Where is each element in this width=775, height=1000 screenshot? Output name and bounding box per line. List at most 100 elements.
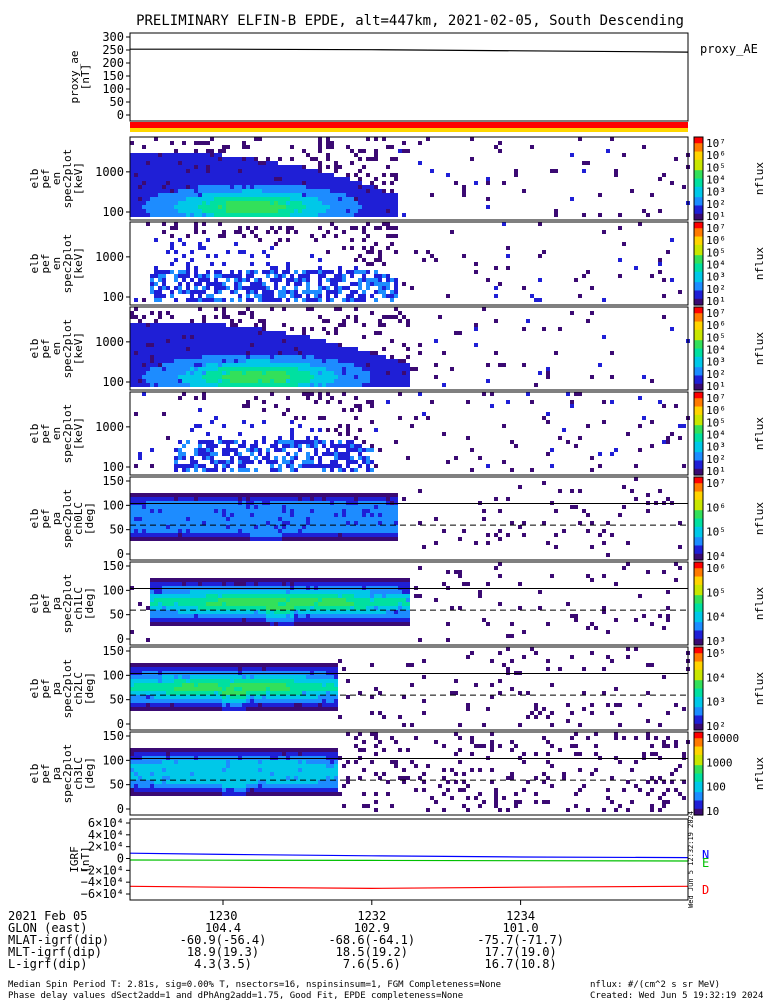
spectrogram-cell: [386, 582, 390, 586]
spectrogram-cell: [194, 201, 198, 205]
spectrogram-cell: [254, 323, 258, 327]
spectrogram-cell: [286, 598, 290, 602]
spectrogram-cell: [130, 521, 134, 525]
spectrogram-cell: [182, 197, 186, 201]
spectrogram-cell: [130, 189, 134, 193]
spectrogram-cell: [382, 618, 386, 622]
spectrogram-cell: [358, 529, 362, 533]
y-axis-label: spec2plot: [61, 149, 74, 209]
spectrogram-cell: [238, 375, 242, 379]
spectrogram-cell: [346, 189, 350, 193]
spectrogram-cell: [330, 278, 334, 282]
spectrogram-cell: [142, 359, 146, 363]
spectrogram-cell: [270, 367, 274, 371]
spectrogram-cell: [134, 315, 138, 319]
spectrogram-cell: [290, 602, 294, 606]
spectrogram-cell: [262, 400, 266, 404]
spectrogram-cell: [282, 347, 286, 351]
spectrogram-cell: [318, 226, 322, 230]
spectrogram-cell: [286, 197, 290, 201]
spectrogram-cell: [378, 254, 382, 258]
spectrogram-cell: [246, 197, 250, 201]
spectrogram-cell: [422, 258, 426, 262]
spectrogram-cell: [194, 497, 198, 501]
spectrogram-cell: [158, 367, 162, 371]
spectrogram-cell: [270, 371, 274, 375]
spectrogram-cell: [226, 464, 230, 468]
spectrogram-cell: [138, 185, 142, 189]
spectrogram-cell: [350, 468, 354, 472]
spectrogram-cell: [178, 286, 182, 290]
spectrogram-cell: [166, 493, 170, 497]
spectrogram-cell: [330, 290, 334, 294]
colorbar-segment: [694, 286, 703, 289]
spectrogram-cell: [302, 590, 306, 594]
spectrogram-cell: [194, 197, 198, 201]
spectrogram-cell: [258, 586, 262, 590]
spectrogram-cell: [210, 460, 214, 464]
spectrogram-cell: [198, 424, 202, 428]
spectrogram-cell: [166, 311, 170, 315]
spectrogram-cell: [290, 582, 294, 586]
spectrogram-cell: [206, 525, 210, 529]
spectrogram-cell: [362, 586, 366, 590]
spectrogram-cell: [318, 521, 322, 525]
spectrogram-cell: [250, 586, 254, 590]
spectrogram-cell: [174, 456, 178, 460]
colorbar-segment: [694, 350, 703, 354]
spectrogram-cell: [466, 400, 470, 404]
colorbar-segment: [694, 468, 703, 472]
spectrogram-cell: [394, 497, 398, 501]
spectrogram-cell: [282, 274, 286, 278]
spectrogram-cell: [346, 582, 350, 586]
spectrogram-cell: [374, 242, 378, 246]
spectrogram-cell: [242, 335, 246, 339]
spectrogram-cell: [330, 270, 334, 274]
spectrogram-cell: [202, 521, 206, 525]
spectrogram-cell: [294, 537, 298, 541]
spectrogram-cell: [550, 169, 554, 173]
spectrogram-cell: [170, 226, 174, 230]
spectrogram-cell: [386, 371, 390, 375]
spectrogram-cell: [202, 246, 206, 250]
spectrogram-cell: [262, 327, 266, 331]
spectrogram-cell: [166, 594, 170, 598]
spectrogram-cell: [214, 274, 218, 278]
spectrogram-cell: [266, 290, 270, 294]
spectrogram-cell: [582, 161, 586, 165]
spectrogram-cell: [270, 193, 274, 197]
spectrogram-cell: [274, 468, 278, 472]
spectrogram-cell: [270, 177, 274, 181]
spectrogram-cell: [226, 315, 230, 319]
spectrogram-cell: [162, 274, 166, 278]
spectrogram-cell: [286, 513, 290, 517]
spectrogram-cell: [162, 379, 166, 383]
spectrogram-cell: [314, 533, 318, 537]
spectrogram-cell: [174, 157, 178, 161]
spectrogram-cell: [302, 610, 306, 614]
spectrogram-cell: [346, 209, 350, 213]
spectrogram-cell: [326, 145, 330, 149]
spectrogram-cell: [366, 497, 370, 501]
spectrogram-cell: [222, 513, 226, 517]
spectrogram-cell: [350, 189, 354, 193]
spectrogram-cell: [326, 355, 330, 359]
spectrogram-cell: [558, 436, 562, 440]
spectrogram-cell: [190, 582, 194, 586]
spectrogram-cell: [170, 351, 174, 355]
spectrogram-cell: [498, 509, 502, 513]
spectrogram-cell: [182, 355, 186, 359]
spectrogram-cell: [370, 246, 374, 250]
spectrogram-cell: [266, 298, 270, 302]
colorbar-segment: [694, 325, 703, 329]
colorbar-segment: [694, 240, 703, 244]
spectrogram-cell: [174, 468, 178, 472]
spectrogram-cell: [178, 513, 182, 517]
colorbar-segment: [694, 516, 703, 520]
spectrogram-cell: [282, 181, 286, 185]
spectrogram-cell: [170, 513, 174, 517]
spectrogram-cell: [246, 493, 250, 497]
spectrogram-cell: [202, 169, 206, 173]
spectrogram-cell: [222, 201, 226, 205]
spectrogram-cell: [210, 367, 214, 371]
